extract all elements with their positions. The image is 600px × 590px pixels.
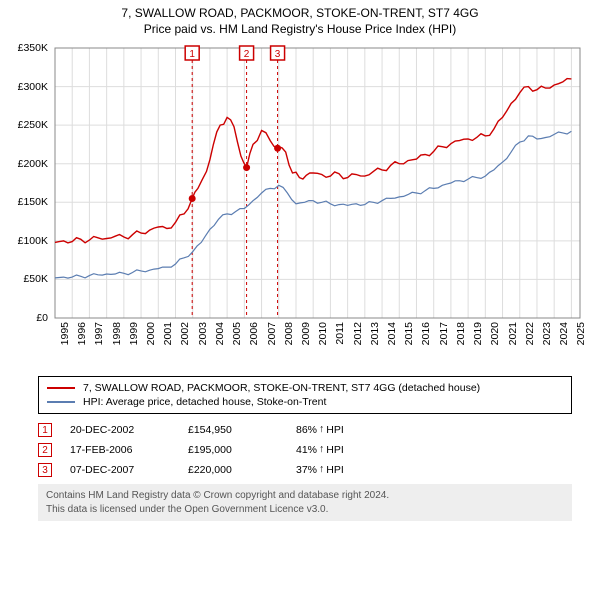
x-axis-label: 2015	[403, 322, 415, 345]
event-date: 20-DEC-2002	[70, 424, 170, 436]
x-axis-label: 2002	[179, 322, 191, 345]
x-axis-label: 1998	[111, 322, 123, 345]
x-axis-label: 2016	[420, 322, 432, 345]
event-marker: 3	[38, 463, 52, 477]
x-axis-label: 2009	[300, 322, 312, 345]
legend-label: 7, SWALLOW ROAD, PACKMOOR, STOKE-ON-TREN…	[83, 382, 480, 394]
y-axis-label: £100K	[8, 235, 48, 247]
event-price: £154,950	[188, 424, 278, 436]
title-subtitle: Price paid vs. HM Land Registry's House …	[0, 22, 600, 36]
y-axis-label: £350K	[8, 42, 48, 54]
x-axis-label: 2022	[524, 322, 536, 345]
x-axis-label: 2010	[317, 322, 329, 345]
x-axis-label: 2025	[575, 322, 587, 345]
x-axis-label: 2023	[541, 322, 553, 345]
x-axis-label: 1997	[93, 322, 105, 345]
legend-swatch	[47, 387, 75, 389]
footer-line1: Contains HM Land Registry data © Crown c…	[46, 489, 564, 503]
x-axis-label: 2021	[507, 322, 519, 345]
x-axis-label: 1999	[128, 322, 140, 345]
event-table: 1 20-DEC-2002 £154,950 86% ↑ HPI 2 17-FEB-200…	[38, 420, 572, 480]
arrow-up-icon: ↑	[319, 463, 324, 475]
footer-attribution: Contains HM Land Registry data © Crown c…	[38, 484, 572, 521]
x-axis-label: 2008	[283, 322, 295, 345]
event-row: 2 17-FEB-2006 £195,000 41% ↑ HPI	[38, 440, 572, 460]
title-address: 7, SWALLOW ROAD, PACKMOOR, STOKE-ON-TREN…	[0, 6, 600, 20]
arrow-up-icon: ↑	[319, 423, 324, 435]
chart-area: 1 2 3 £0 £50K £100K £150K £200K £250K £300K £350K…	[10, 40, 590, 370]
y-axis-label: £50K	[8, 273, 48, 285]
event-marker: 1	[38, 423, 52, 437]
legend-row: 7, SWALLOW ROAD, PACKMOOR, STOKE-ON-TREN…	[47, 381, 563, 395]
legend-swatch	[47, 401, 75, 403]
event-delta: 37% ↑ HPI	[296, 464, 416, 476]
y-axis-label: £0	[8, 312, 48, 324]
event-date: 17-FEB-2006	[70, 444, 170, 456]
event-price: £220,000	[188, 464, 278, 476]
svg-text:2: 2	[244, 49, 250, 60]
x-axis-label: 2006	[248, 322, 260, 345]
event-date: 07-DEC-2007	[70, 464, 170, 476]
title-block: 7, SWALLOW ROAD, PACKMOOR, STOKE-ON-TREN…	[0, 0, 600, 40]
x-axis-label: 2020	[489, 322, 501, 345]
x-axis-label: 2000	[145, 322, 157, 345]
event-row: 3 07-DEC-2007 £220,000 37% ↑ HPI	[38, 460, 572, 480]
event-price: £195,000	[188, 444, 278, 456]
chart-container: 7, SWALLOW ROAD, PACKMOOR, STOKE-ON-TREN…	[0, 0, 600, 521]
x-axis-label: 2007	[266, 322, 278, 345]
x-axis-label: 2004	[214, 322, 226, 345]
svg-text:1: 1	[189, 49, 195, 60]
x-axis-label: 2001	[162, 322, 174, 345]
legend-row: HPI: Average price, detached house, Stok…	[47, 395, 563, 409]
x-axis-label: 1996	[76, 322, 88, 345]
y-axis-label: £150K	[8, 196, 48, 208]
y-axis-label: £250K	[8, 119, 48, 131]
event-delta: 41% ↑ HPI	[296, 444, 416, 456]
x-axis-label: 2018	[455, 322, 467, 345]
y-axis-label: £300K	[8, 81, 48, 93]
x-axis-label: 2019	[472, 322, 484, 345]
x-axis-label: 2003	[197, 322, 209, 345]
x-axis-label: 1995	[59, 322, 71, 345]
x-axis-label: 2024	[558, 322, 570, 345]
y-axis-label: £200K	[8, 158, 48, 170]
x-axis-label: 2012	[352, 322, 364, 345]
x-axis-label: 2014	[386, 322, 398, 345]
arrow-up-icon: ↑	[319, 443, 324, 455]
chart-svg: 1 2 3	[10, 40, 590, 370]
svg-text:3: 3	[275, 49, 281, 60]
event-row: 1 20-DEC-2002 £154,950 86% ↑ HPI	[38, 420, 572, 440]
x-axis-label: 2011	[334, 322, 346, 345]
event-marker: 2	[38, 443, 52, 457]
footer-line2: This data is licensed under the Open Gov…	[46, 503, 564, 517]
event-delta: 86% ↑ HPI	[296, 424, 416, 436]
legend-label: HPI: Average price, detached house, Stok…	[83, 396, 326, 408]
x-axis-label: 2017	[438, 322, 450, 345]
x-axis-label: 2005	[231, 322, 243, 345]
legend: 7, SWALLOW ROAD, PACKMOOR, STOKE-ON-TREN…	[38, 376, 572, 414]
x-axis-label: 2013	[369, 322, 381, 345]
